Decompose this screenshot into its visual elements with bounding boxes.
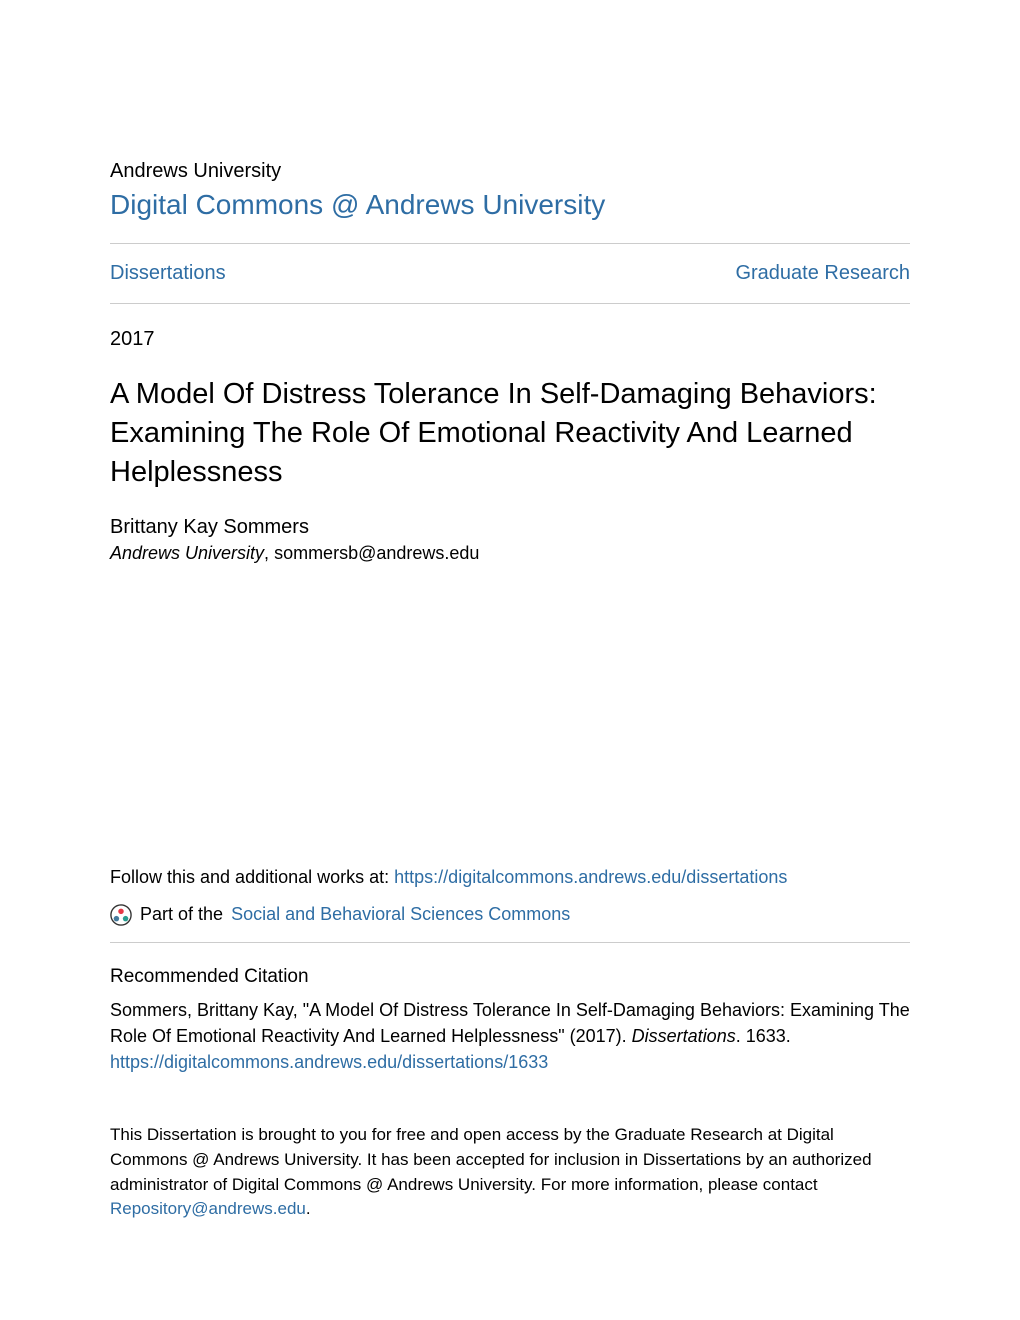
repository-email-link[interactable]: Repository@andrews.edu — [110, 1199, 306, 1218]
follow-prefix: Follow this and additional works at: — [110, 867, 394, 887]
network-icon[interactable] — [110, 904, 132, 926]
publication-year: 2017 — [110, 328, 910, 351]
part-of-prefix: Part of the — [140, 901, 223, 928]
footer-post: . — [306, 1199, 311, 1218]
follow-url-link[interactable]: https://digitalcommons.andrews.edu/disse… — [394, 867, 787, 887]
divider — [110, 303, 910, 304]
citation-block: Recommended Citation Sommers, Brittany K… — [110, 963, 910, 1075]
dissertations-link[interactable]: Dissertations — [110, 262, 226, 285]
follow-line: Follow this and additional works at: htt… — [110, 864, 910, 891]
footer-text: This Dissertation is brought to you for … — [110, 1123, 910, 1222]
citation-url-link[interactable]: https://digitalcommons.andrews.edu/disse… — [110, 1049, 910, 1075]
breadcrumb-row: Dissertations Graduate Research — [110, 244, 910, 303]
author-affiliation: Andrews University, sommersb@andrews.edu — [110, 543, 910, 564]
divider — [110, 942, 910, 943]
author-institution: Andrews University — [110, 543, 264, 563]
citation-series: Dissertations — [632, 1026, 736, 1046]
repository-link[interactable]: Digital Commons @ Andrews University — [110, 189, 910, 221]
author-email: sommersb@andrews.edu — [274, 543, 479, 563]
separator: , — [264, 543, 274, 563]
university-name: Andrews University — [110, 160, 910, 183]
graduate-research-link[interactable]: Graduate Research — [735, 262, 910, 285]
commons-link[interactable]: Social and Behavioral Sciences Commons — [231, 901, 570, 928]
paper-title: A Model Of Distress Tolerance In Self-Da… — [110, 375, 910, 492]
footer-pre: This Dissertation is brought to you for … — [110, 1125, 872, 1193]
citation-text: Sommers, Brittany Kay, "A Model Of Distr… — [110, 997, 910, 1049]
part-of-line: Part of the Social and Behavioral Scienc… — [110, 901, 910, 928]
citation-post: . 1633. — [736, 1026, 791, 1046]
follow-block: Follow this and additional works at: htt… — [110, 864, 910, 943]
citation-heading: Recommended Citation — [110, 963, 910, 991]
author-name: Brittany Kay Sommers — [110, 516, 910, 539]
